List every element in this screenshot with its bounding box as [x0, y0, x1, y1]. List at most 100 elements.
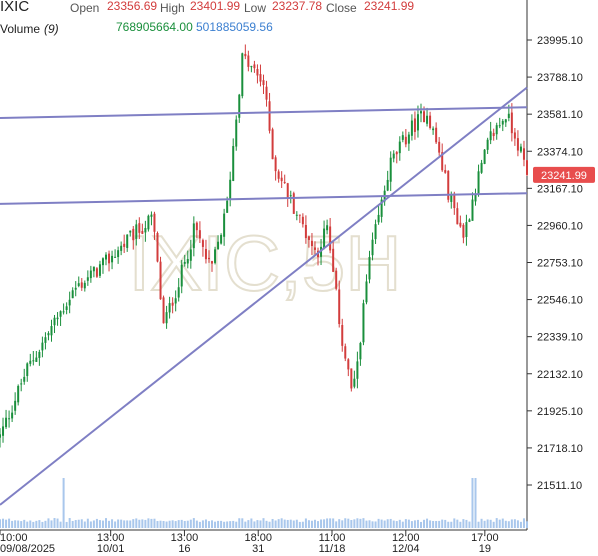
volume-bar	[492, 521, 495, 528]
candle-body	[459, 222, 462, 227]
candle-body	[77, 283, 80, 286]
volume-bar	[123, 520, 126, 528]
candle-body	[111, 255, 114, 263]
candle-body	[114, 256, 117, 258]
volume-bar	[192, 518, 195, 528]
volume-bar	[292, 520, 295, 528]
candle-body	[253, 64, 256, 69]
volume-bar	[392, 520, 395, 528]
volume-bar	[513, 519, 516, 528]
candle-body	[238, 94, 241, 118]
y-tick-label: 21925.10	[537, 406, 583, 418]
candle-body	[413, 118, 416, 132]
candle-body	[371, 239, 374, 256]
volume-bar	[486, 519, 489, 528]
volume-bar	[38, 520, 41, 528]
volume-bar	[247, 520, 250, 528]
x-tick-time: 18:00	[244, 532, 272, 544]
candle-body	[41, 342, 44, 351]
candle-body	[368, 256, 371, 280]
candle-body	[105, 254, 108, 260]
volume-bar	[265, 520, 268, 528]
volume-bar	[0, 519, 1, 528]
volume-bar	[423, 519, 426, 528]
volume-bar	[368, 520, 371, 528]
volume-bar	[108, 520, 111, 528]
candle-body	[344, 346, 347, 359]
volume-bar	[438, 520, 441, 528]
candle-body	[35, 357, 38, 362]
candle-body	[435, 127, 438, 143]
volume-bar	[280, 518, 283, 528]
candle-body	[186, 259, 189, 264]
volume-bar	[262, 518, 265, 528]
volume-bar	[101, 520, 104, 528]
volume-bar	[183, 520, 186, 528]
volume-bar	[341, 520, 344, 528]
candle-body	[280, 177, 283, 182]
volume-bar	[307, 520, 310, 528]
candle-body	[50, 326, 53, 336]
candle-body	[71, 290, 74, 299]
candle-body	[38, 351, 41, 358]
volume-bar	[26, 521, 29, 528]
volume-bar	[495, 518, 498, 528]
candle-body	[23, 376, 26, 382]
x-tick-time: 13:00	[97, 532, 125, 544]
candle-body	[44, 337, 47, 343]
volume-bar	[135, 518, 138, 528]
candle-body	[395, 152, 398, 155]
x-tick-date: 09/08/2025	[0, 543, 55, 555]
trendline-3	[0, 86, 528, 506]
volume-bar	[162, 520, 165, 528]
volume-bar	[111, 519, 114, 528]
x-tick-date: 12/04	[392, 543, 420, 555]
candle-body	[47, 333, 50, 336]
candle-body	[307, 236, 310, 240]
candle-body	[198, 230, 201, 239]
candle-body	[241, 53, 244, 97]
volume-bar	[98, 520, 101, 528]
volume-bar	[483, 520, 486, 528]
volume-bar	[62, 478, 65, 528]
candle-body	[283, 181, 286, 183]
candle-body	[168, 303, 171, 313]
volume-bar	[271, 518, 274, 528]
candle-body	[101, 258, 104, 266]
volume-value-2: 501885059.56	[196, 20, 273, 34]
volume-bar	[86, 518, 89, 528]
candle-body	[95, 268, 98, 277]
volume-value-1: 768905664.00	[116, 20, 193, 34]
candle-body	[347, 359, 350, 370]
y-tick-label: 23581.10	[537, 109, 583, 121]
close-value: 23241.99	[364, 0, 415, 13]
candle-body	[429, 115, 432, 128]
volume-bar	[195, 520, 198, 528]
candle-body	[204, 248, 207, 260]
candle-body	[211, 261, 214, 264]
volume-bar	[498, 519, 501, 528]
volume-bar	[153, 518, 156, 528]
volume-bar	[526, 521, 528, 528]
x-tick-time: 11:00	[319, 532, 346, 544]
volume-bar	[74, 520, 77, 528]
volume-bar	[244, 521, 247, 528]
candle-body	[404, 136, 407, 145]
candle-body	[477, 171, 480, 195]
candle-body	[374, 224, 377, 240]
candle-body	[11, 412, 14, 419]
candle-body	[259, 74, 262, 82]
low-label: Low	[244, 1, 267, 15]
candle-body	[171, 302, 174, 306]
candle-body	[289, 195, 292, 197]
candle-body	[207, 257, 210, 260]
volume-bar	[217, 520, 220, 528]
high-value: 23401.99	[190, 0, 241, 13]
candle-body	[332, 248, 335, 272]
candle-body	[498, 125, 501, 127]
candle-body	[362, 303, 365, 343]
volume-bar	[20, 521, 23, 528]
volume-bar	[14, 520, 17, 528]
candle-body	[401, 135, 404, 140]
